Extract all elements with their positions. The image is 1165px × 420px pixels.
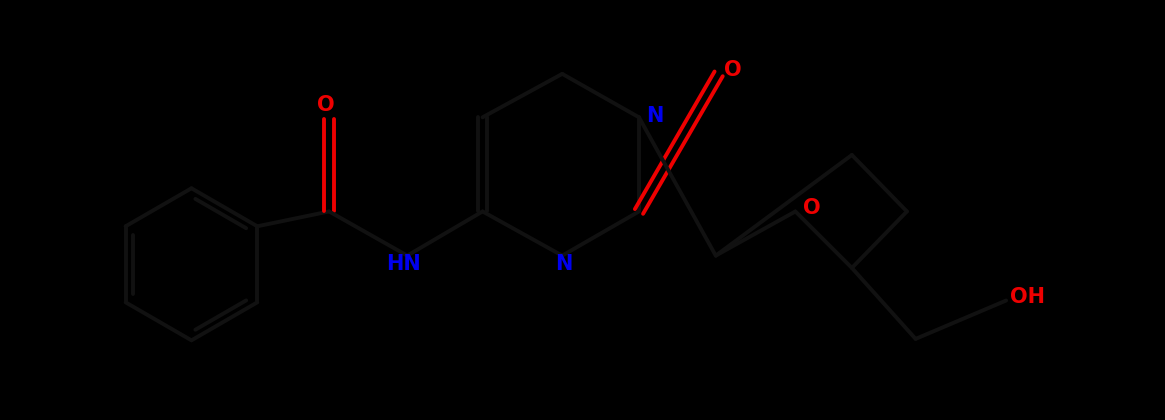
Text: N: N [647, 106, 664, 126]
Text: O: O [725, 60, 742, 80]
Text: O: O [317, 95, 334, 115]
Text: O: O [803, 198, 820, 218]
Text: OH: OH [1010, 287, 1045, 307]
Text: HN: HN [387, 255, 421, 274]
Text: N: N [555, 255, 572, 274]
